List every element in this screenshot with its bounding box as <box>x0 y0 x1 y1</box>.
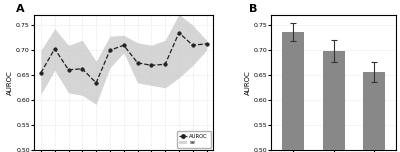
Y-axis label: AUROC: AUROC <box>7 71 13 95</box>
Y-axis label: AUROC: AUROC <box>244 71 250 95</box>
Bar <box>282 32 304 152</box>
Text: B: B <box>249 4 257 14</box>
Legend: AUROC, se: AUROC, se <box>177 131 211 148</box>
Bar <box>363 72 385 152</box>
Text: A: A <box>16 4 25 14</box>
Bar <box>322 51 345 152</box>
